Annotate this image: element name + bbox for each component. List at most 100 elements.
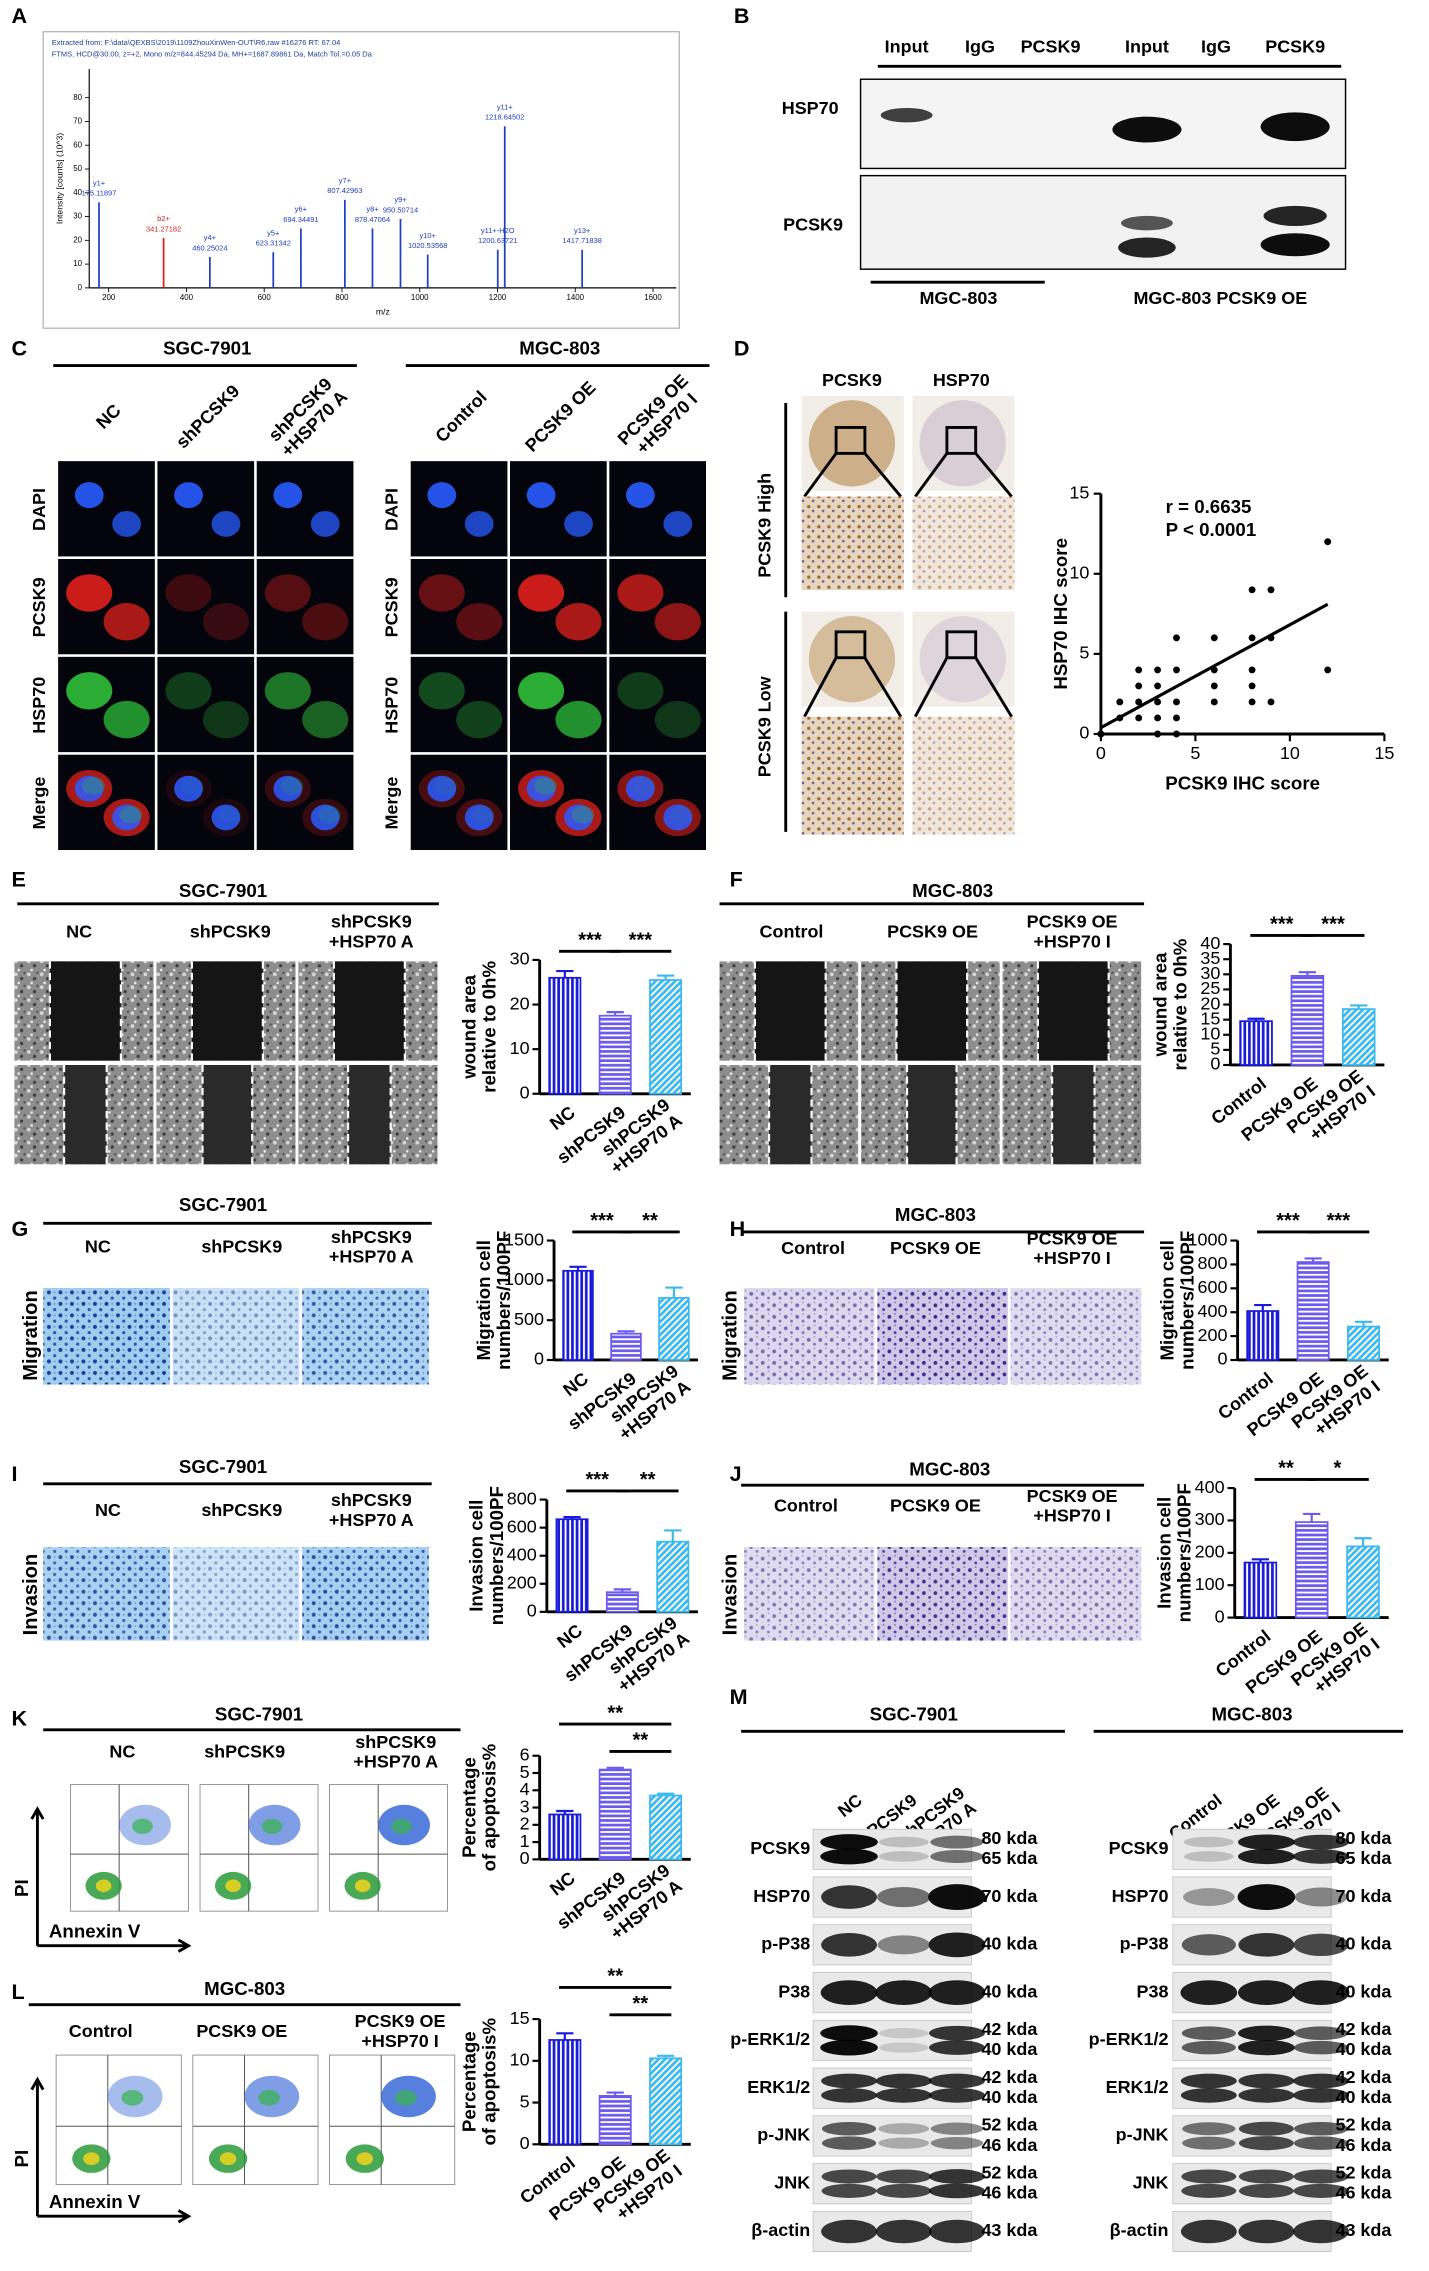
y-axis-label: Migration cell xyxy=(473,1240,494,1360)
annotation: r = 0.6635 xyxy=(1166,496,1252,517)
y-tick-label: 10 xyxy=(510,2050,530,2070)
band xyxy=(821,2183,877,2198)
error-bar xyxy=(569,1265,587,1271)
peak-label: y4+ xyxy=(204,233,216,242)
blot xyxy=(859,174,1347,270)
y-tick-label: 100 xyxy=(1195,1574,1225,1594)
size-label: 52 kda xyxy=(981,2162,1038,2182)
micrograph xyxy=(409,655,509,754)
y-tick-label: 80 xyxy=(73,93,82,102)
row-label: DAPI xyxy=(29,488,49,531)
bar xyxy=(598,1014,632,1095)
cell-line: MGC-803 xyxy=(1211,1703,1292,1724)
peak-mz: 175.11897 xyxy=(82,189,117,198)
peak-label: y1+ xyxy=(93,179,105,188)
size-label: 42 kda xyxy=(1335,2019,1392,2039)
point xyxy=(1248,682,1256,690)
micrograph xyxy=(56,753,156,852)
error-bar xyxy=(1303,1512,1321,1523)
band xyxy=(820,1834,878,1850)
micrograph xyxy=(508,557,608,656)
y-axis-label: numbers/100PF xyxy=(486,1486,507,1625)
band xyxy=(928,1980,986,2005)
y-tick-label: 70 xyxy=(73,117,82,126)
bar xyxy=(605,1591,639,1613)
blob xyxy=(427,482,457,509)
blob xyxy=(280,777,304,795)
y-tick-label: 10 xyxy=(73,259,82,268)
y-tick-label: 500 xyxy=(514,1309,544,1329)
significance-label: * xyxy=(1333,1458,1341,1480)
lane-label: Input xyxy=(1125,36,1169,56)
band xyxy=(821,1933,877,1957)
blob xyxy=(302,603,349,641)
peak-mz: 1218.64502 xyxy=(485,113,524,122)
bar xyxy=(1243,1561,1278,1619)
y-tick-label: 15 xyxy=(510,2008,530,2028)
peak-label: y6+ xyxy=(295,205,307,214)
wound-gap xyxy=(64,1064,107,1165)
size-label: 42 kda xyxy=(1335,2067,1392,2087)
blob xyxy=(219,2152,237,2166)
row-label: ERK1/2 xyxy=(747,2077,810,2097)
row-label: JNK xyxy=(774,2172,810,2192)
significance-label: ** xyxy=(607,1966,623,1988)
blob xyxy=(617,574,664,612)
micrograph xyxy=(156,655,256,754)
blob xyxy=(571,805,595,824)
blob xyxy=(225,1879,241,1893)
error-bar xyxy=(606,1766,624,1770)
bar xyxy=(1347,1325,1380,1361)
band xyxy=(929,2169,985,2184)
bar xyxy=(649,2057,683,2146)
blob xyxy=(526,482,556,509)
point xyxy=(1097,730,1105,738)
y-tick-label: 1000 xyxy=(504,1269,544,1289)
band xyxy=(1181,1934,1236,1956)
band xyxy=(1180,1980,1238,2005)
y-tick-label: 4 xyxy=(520,1779,530,1799)
blot xyxy=(1172,1828,1332,1870)
cell-line: MGC-803 xyxy=(519,338,600,359)
column-label: PCSK9 OE xyxy=(890,1238,981,1258)
band xyxy=(877,1935,930,1955)
band xyxy=(1181,2026,1236,2040)
error-bar xyxy=(556,970,574,978)
column-label: Control xyxy=(774,1496,838,1516)
blot xyxy=(1172,2115,1332,2157)
cell-line: MGC-803 xyxy=(909,1459,990,1480)
row-label: DAPI xyxy=(382,488,402,531)
micrograph xyxy=(255,753,355,852)
size-label: 46 kda xyxy=(981,2183,1038,2203)
blob xyxy=(218,805,242,824)
band xyxy=(876,2169,932,2184)
wound-gap xyxy=(896,961,968,1061)
size-label: 40 kda xyxy=(981,2087,1038,2107)
blob xyxy=(264,672,311,710)
point xyxy=(1248,586,1256,594)
y-tick-label: 300 xyxy=(1195,1509,1225,1529)
error-bar xyxy=(563,1516,581,1520)
micrograph xyxy=(508,753,608,852)
y-tick-label: 15 xyxy=(1069,482,1089,502)
bar xyxy=(1294,1521,1329,1619)
micrograph xyxy=(608,753,708,852)
row-label: P38 xyxy=(1137,1981,1169,2001)
panel-letter: C xyxy=(12,335,28,360)
y-axis-label: Percentage xyxy=(459,1757,480,1858)
band xyxy=(1238,2088,1295,2103)
point xyxy=(1324,666,1332,674)
y-axis-label: wound area xyxy=(1149,952,1170,1057)
blob xyxy=(202,700,249,739)
size-label: 40 kda xyxy=(981,2039,1038,2059)
column-label: shPCSK9 xyxy=(201,1500,282,1520)
peak-mz: 460.25024 xyxy=(192,243,227,252)
blob xyxy=(211,804,241,831)
band xyxy=(1238,1980,1295,2005)
band xyxy=(1293,2073,1349,2089)
band xyxy=(1238,1834,1295,1850)
row-label: HSP70 xyxy=(782,98,839,118)
x-tick-label: PCSK9 OE+HSP70 I xyxy=(1283,1066,1379,1153)
blob xyxy=(654,603,701,641)
row-label: ERK1/2 xyxy=(1106,2077,1169,2097)
